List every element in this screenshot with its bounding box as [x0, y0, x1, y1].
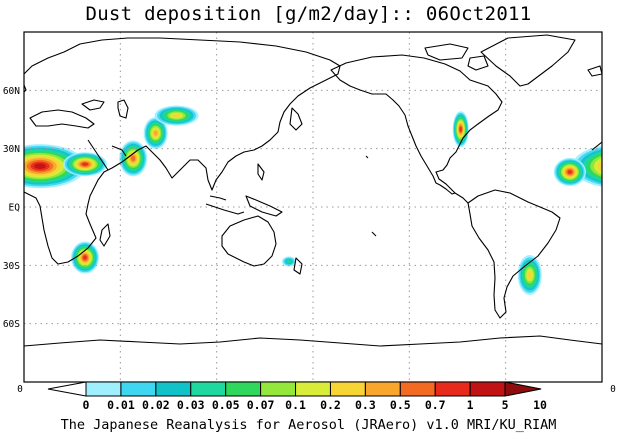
- dust-plume: [143, 117, 168, 150]
- coastlines: [24, 34, 602, 347]
- colorbar-tick-label: 0.01: [107, 398, 135, 412]
- colorbar-swatch: [190, 381, 227, 397]
- colorbar-tick-label: 0.03: [177, 398, 205, 412]
- dust-plume: [517, 255, 542, 296]
- dust-plume: [119, 140, 148, 177]
- colorbar-tick-label: 0.1: [285, 398, 306, 412]
- colorbar-tick-label: 0.05: [212, 398, 240, 412]
- dust-plume: [154, 105, 199, 126]
- footer-credit: The Japanese Reanalysis for Aerosol (JRA…: [60, 417, 557, 433]
- colorbar-swatch: [260, 381, 297, 397]
- map-title: Dust deposition [g/m2/day]:: 06Oct2011: [85, 3, 532, 25]
- latitude-label: EQ: [9, 203, 21, 214]
- latitude-label: 30S: [3, 261, 20, 272]
- colorbar-swatch: [329, 381, 366, 397]
- colorbar-swatch: [85, 381, 122, 397]
- colorbar-swatch: [434, 381, 471, 397]
- colorbar-tick-label: 1: [467, 398, 474, 412]
- colorbar-swatch: [225, 381, 262, 397]
- colorbar-swatch: [469, 381, 506, 397]
- colorbar: 0 0.01 0.02 0.03 0.05 0.07 0.1 0.2 0.3 0.5 0.7 1 5 10: [47, 381, 547, 412]
- colorbar-tick-label: 0: [83, 398, 90, 412]
- latitude-label: 30N: [3, 144, 20, 155]
- latitude-label: 60S: [3, 319, 20, 330]
- colorbar-arrow-right: [504, 381, 542, 397]
- dust-plume: [553, 158, 586, 186]
- latitude-label: 60N: [3, 86, 20, 97]
- colorbar-tick-label: 0.3: [355, 398, 376, 412]
- colorbar-tick-label: 0.2: [320, 398, 341, 412]
- colorbar-swatch: [364, 381, 401, 397]
- colorbar-tick-label: 0.7: [425, 398, 446, 412]
- colorbar-tick-label: 0.5: [390, 398, 411, 412]
- colorbar-swatch: [399, 381, 436, 397]
- colorbar-tick-label: 0.07: [247, 398, 275, 412]
- colorbar-arrow-left: [47, 381, 87, 397]
- corner-label-left: 0: [17, 384, 23, 395]
- colorbar-tick-label: 5: [502, 398, 509, 412]
- grid-lines: [24, 32, 602, 382]
- colorbar-swatch: [120, 381, 157, 397]
- latitude-labels: 60N 30N EQ 30S 60S: [3, 86, 20, 330]
- colorbar-swatch: [155, 381, 192, 397]
- corner-label-right: 0: [610, 384, 616, 395]
- dust-plume: [281, 256, 296, 267]
- colorbar-swatch: [295, 381, 331, 397]
- colorbar-tick-label: 0.02: [142, 398, 170, 412]
- colorbar-tick-label: 10: [533, 398, 547, 412]
- dust-plume: [63, 152, 108, 177]
